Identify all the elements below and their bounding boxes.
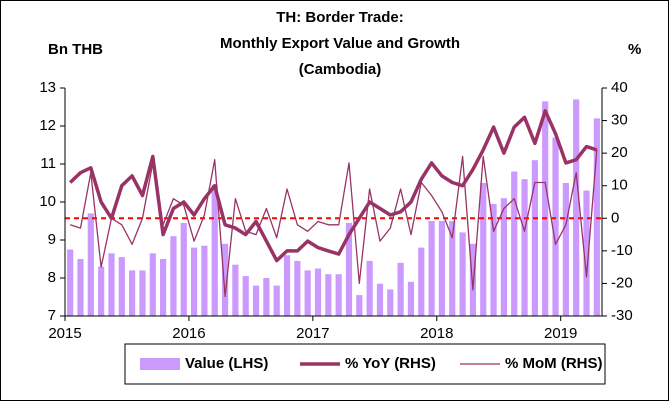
bar <box>118 257 125 316</box>
legend-label: % MoM (RHS) <box>505 355 603 372</box>
bar <box>480 183 487 316</box>
y2-axis-label: % <box>628 41 641 58</box>
bar <box>232 264 239 316</box>
bar <box>418 247 425 316</box>
bar <box>201 245 208 316</box>
y2-tick-label: 10 <box>611 177 628 194</box>
y2-tick-label: 20 <box>611 144 628 161</box>
bar <box>242 276 249 316</box>
y-tick-label: 12 <box>39 117 56 134</box>
bar <box>490 203 497 316</box>
chart-title: TH: Border Trade: <box>276 9 404 26</box>
y-tick-label: 7 <box>48 307 56 324</box>
bar <box>562 183 569 316</box>
bar <box>573 99 580 317</box>
y-tick-label: 8 <box>48 269 56 286</box>
line-series <box>70 149 598 298</box>
bar <box>325 274 332 316</box>
bar <box>129 270 136 316</box>
bar <box>356 295 363 316</box>
bar <box>459 232 466 316</box>
y2-tick-label: 40 <box>611 79 628 96</box>
bar <box>376 283 384 316</box>
y2-tick-label: -10 <box>611 242 633 259</box>
y2-tick-label: -20 <box>611 274 633 291</box>
bar <box>593 118 600 317</box>
bar <box>583 190 590 316</box>
x-tick-label: 2016 <box>172 325 205 342</box>
legend-swatch <box>140 358 180 370</box>
bar <box>221 243 229 316</box>
bar <box>304 270 311 316</box>
bar <box>139 270 146 316</box>
y2-tick-label: -30 <box>611 307 633 324</box>
x-tick-label: 2017 <box>296 325 329 342</box>
x-tick-label: 2018 <box>420 325 453 342</box>
y-tick-label: 13 <box>39 79 56 96</box>
bar <box>273 285 280 316</box>
bar <box>335 274 342 316</box>
y-axis-label: Bn THB <box>48 41 103 58</box>
bar <box>87 213 94 316</box>
legend-label: % YoY (RHS) <box>345 355 436 372</box>
legend-label: Value (LHS) <box>185 355 268 372</box>
bar <box>190 247 198 316</box>
bar <box>397 262 404 316</box>
bar <box>407 281 415 316</box>
bar <box>521 179 528 316</box>
bar <box>211 184 218 316</box>
y-tick-label: 9 <box>48 231 56 248</box>
bar <box>438 221 446 316</box>
bar <box>469 243 477 316</box>
chart-title: Monthly Export Value and Growth <box>220 35 460 52</box>
bar <box>428 221 435 316</box>
bar <box>77 259 84 316</box>
legend-box <box>124 343 606 385</box>
bar <box>449 221 456 316</box>
bar <box>294 260 301 316</box>
x-tick-label: 2015 <box>48 325 81 342</box>
bar <box>67 249 74 316</box>
y-tick-label: 11 <box>40 155 56 172</box>
bar <box>252 285 260 316</box>
bar <box>552 137 559 316</box>
bar <box>511 171 518 316</box>
x-tick-label: 2019 <box>544 325 577 342</box>
bar <box>170 236 177 316</box>
bar <box>149 253 156 316</box>
bar <box>283 255 291 316</box>
chart-title: (Cambodia) <box>299 61 382 78</box>
bar <box>160 259 167 316</box>
bar <box>387 289 394 316</box>
bar <box>531 160 538 316</box>
bar <box>366 260 373 316</box>
bar <box>314 268 322 316</box>
bar <box>263 278 270 316</box>
bar <box>98 266 105 316</box>
bar <box>180 222 187 316</box>
y2-tick-label: 0 <box>611 209 619 226</box>
bar <box>542 101 549 316</box>
y-tick-label: 10 <box>39 193 56 210</box>
y2-tick-label: 30 <box>611 112 628 129</box>
bar <box>500 198 507 316</box>
bar <box>345 222 353 316</box>
bar <box>108 253 115 316</box>
